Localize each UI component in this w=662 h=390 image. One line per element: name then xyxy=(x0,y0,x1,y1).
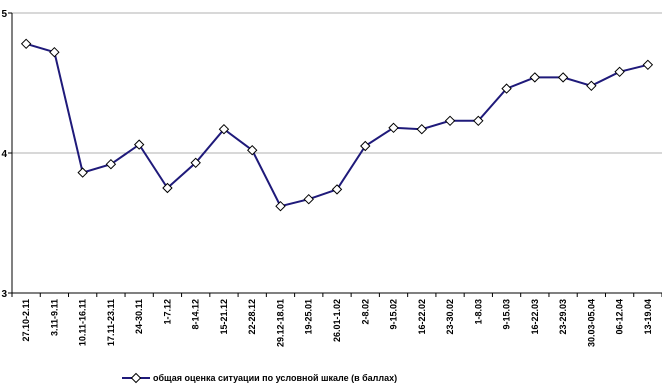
x-tick-label: 10.11-16.11 xyxy=(78,299,88,346)
x-tick-labels: 27.10-2.11 3.11-9.11 10.11-16.11 17.11-23.1… xyxy=(11,293,662,347)
data-point xyxy=(105,158,117,170)
x-tick-label: 8-14.12 xyxy=(191,299,201,330)
data-point xyxy=(275,200,286,212)
x-tick-label: 2-8.02 xyxy=(360,299,370,325)
data-point xyxy=(49,46,60,58)
y-tick-label: 4 xyxy=(1,149,7,160)
data-point xyxy=(642,59,654,71)
x-tick-label: 19-25.01 xyxy=(304,299,314,335)
x-tick-label: 26.01-1.02 xyxy=(332,299,342,342)
y-tick-labels: 3 4 5 xyxy=(1,9,12,300)
y-tick-label: 5 xyxy=(1,9,7,20)
x-tick-label: 06-12.04 xyxy=(615,299,625,335)
data-point xyxy=(303,193,314,205)
legend-swatch-marker xyxy=(130,372,142,384)
x-tick-label: 3.11-9.11 xyxy=(49,299,59,336)
data-point xyxy=(416,123,427,135)
data-point xyxy=(360,140,371,152)
data-point xyxy=(586,80,597,92)
y-tick-label: 3 xyxy=(1,289,7,300)
data-point xyxy=(388,122,399,134)
x-tick-label: 9-15.02 xyxy=(389,299,399,330)
x-tick-label: 27.10-2.11 xyxy=(21,299,31,342)
x-tick-label: 16-22.03 xyxy=(530,299,540,335)
data-points xyxy=(20,38,654,212)
x-tick-label: 24-30.11 xyxy=(134,299,144,334)
x-tick-label: 29.12-18.01 xyxy=(275,299,285,347)
series-line xyxy=(25,42,649,208)
x-tick-label: 15-21.12 xyxy=(219,299,229,335)
x-tick-label: 23-30.02 xyxy=(445,299,455,335)
data-point xyxy=(614,66,625,78)
data-point xyxy=(444,115,456,127)
data-point xyxy=(218,123,230,135)
x-tick-label: 16-22.02 xyxy=(417,299,427,335)
x-tick-label: 13-19.04 xyxy=(643,299,653,335)
x-tick-label: 22-28.12 xyxy=(247,299,257,335)
data-point xyxy=(529,72,541,83)
data-point xyxy=(20,38,32,50)
x-tick-label: 1-7.12 xyxy=(162,299,172,325)
data-point xyxy=(190,157,201,169)
gridlines xyxy=(12,12,662,154)
data-point xyxy=(501,83,512,94)
data-point xyxy=(557,72,569,83)
x-tick-label: 17.11-23.11 xyxy=(106,299,116,346)
data-point xyxy=(473,115,484,127)
legend: общая оценка ситуации по условной шкале … xyxy=(122,372,397,384)
data-point xyxy=(133,139,145,150)
x-tick-label: 23-29.03 xyxy=(558,299,568,335)
data-point xyxy=(77,167,88,178)
x-tick-label: 1-8.03 xyxy=(473,299,483,325)
x-tick-label: 9-15.03 xyxy=(502,299,512,330)
data-point xyxy=(162,182,173,194)
data-point xyxy=(331,184,343,195)
data-point xyxy=(247,144,258,156)
x-tick-label: 30.03-05.04 xyxy=(586,299,596,347)
legend-label: общая оценка ситуации по условной шкале … xyxy=(153,373,397,383)
